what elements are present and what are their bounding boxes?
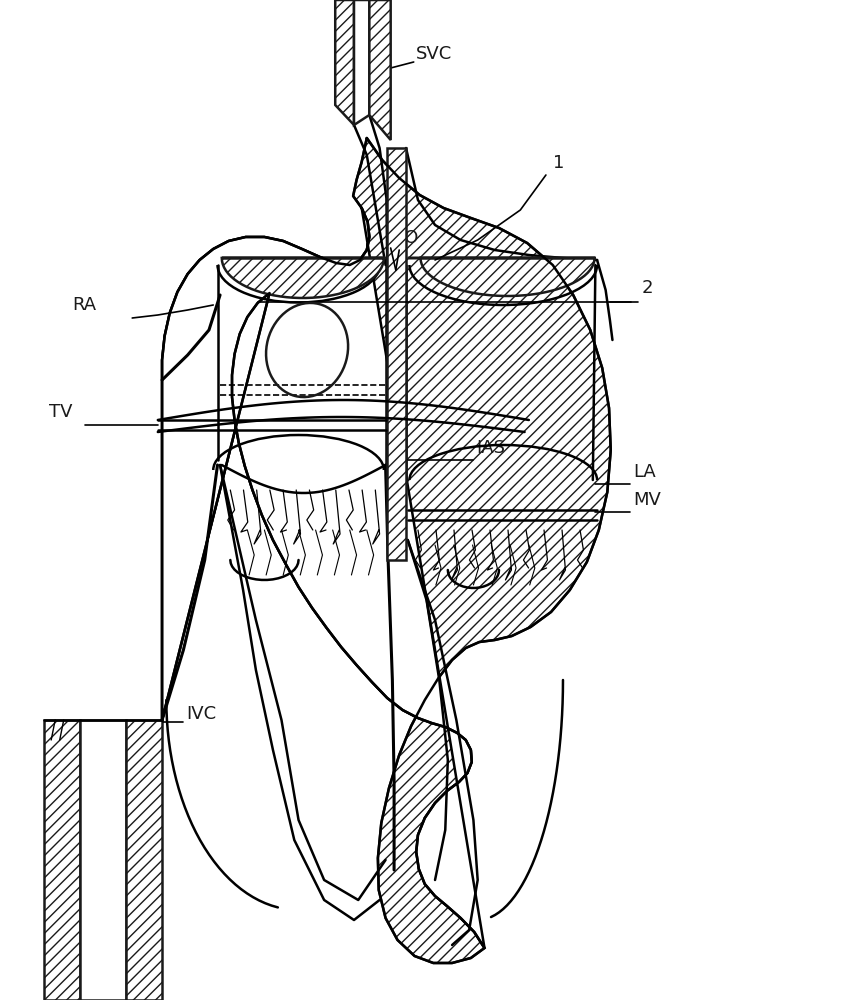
Text: 2: 2 <box>641 279 652 297</box>
Text: SVC: SVC <box>416 45 452 63</box>
Polygon shape <box>369 0 390 140</box>
Text: IVC: IVC <box>186 705 216 723</box>
Text: FO: FO <box>394 229 418 247</box>
Text: RA: RA <box>72 296 96 314</box>
Polygon shape <box>80 720 126 1000</box>
Text: IAS: IAS <box>475 439 504 457</box>
Text: MV: MV <box>632 491 660 509</box>
Polygon shape <box>162 208 484 948</box>
Polygon shape <box>387 148 406 560</box>
Polygon shape <box>162 138 610 963</box>
Polygon shape <box>44 720 80 1000</box>
Polygon shape <box>354 0 369 125</box>
Text: 1: 1 <box>552 154 563 172</box>
Polygon shape <box>126 720 162 1000</box>
Text: TV: TV <box>49 403 73 421</box>
Polygon shape <box>222 258 385 298</box>
Text: LA: LA <box>632 463 655 481</box>
Polygon shape <box>335 0 354 125</box>
Polygon shape <box>407 258 595 296</box>
